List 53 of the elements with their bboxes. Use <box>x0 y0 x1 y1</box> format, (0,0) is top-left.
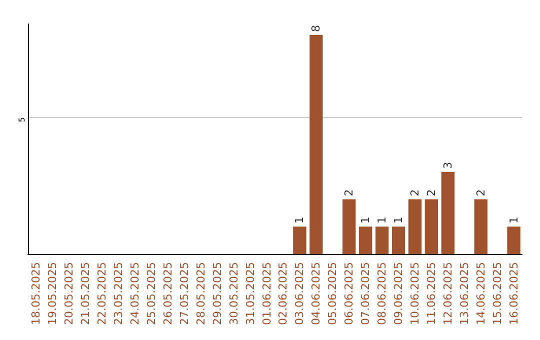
data-label: 8 <box>310 24 323 32</box>
x-tick-label: 11.06.2025 <box>424 262 438 325</box>
bar <box>342 199 356 254</box>
bar <box>408 199 422 254</box>
bar <box>441 172 454 254</box>
x-tick-label: 18.05.2025 <box>30 262 43 325</box>
x-tick-label: 01.06.2025 <box>260 262 274 325</box>
x-tick-label: 09.06.2025 <box>392 262 405 325</box>
bar <box>375 226 389 254</box>
data-label: 3 <box>441 162 454 169</box>
data-label: 2 <box>424 189 438 196</box>
x-tick-label: 02.06.2025 <box>276 262 290 325</box>
x-tick-label: 05.06.2025 <box>326 262 340 325</box>
x-tick-label: 28.05.2025 <box>194 262 208 325</box>
x-tick-label: 20.05.2025 <box>62 262 76 325</box>
x-tick-label: 19.05.2025 <box>46 262 60 325</box>
x-tick-label: 26.05.2025 <box>161 262 174 325</box>
data-label: 1 <box>507 216 520 224</box>
x-tick-label: 15.06.2025 <box>490 262 504 325</box>
x-tick-label: 14.06.2025 <box>474 262 488 325</box>
bar <box>424 199 438 254</box>
x-tick-label: 13.06.2025 <box>458 262 471 325</box>
x-tick-label: 16.06.2025 <box>507 262 520 325</box>
data-label: 1 <box>293 216 306 224</box>
x-tick-label: 12.06.2025 <box>441 262 454 325</box>
data-label: 2 <box>408 189 422 196</box>
x-tick-label: 10.06.2025 <box>408 262 422 325</box>
x-tick-label: 04.06.2025 <box>310 262 323 325</box>
data-label: 1 <box>359 216 372 224</box>
data-label: 1 <box>392 216 405 224</box>
x-tick-label: 03.06.2025 <box>293 262 306 325</box>
x-tick-label: 22.05.2025 <box>96 262 109 325</box>
x-tick-label: 30.05.2025 <box>227 262 240 325</box>
x-tick-label: 07.06.2025 <box>359 262 372 325</box>
bar <box>293 226 306 254</box>
x-tick-label: 21.05.2025 <box>79 262 92 325</box>
bar <box>358 226 372 254</box>
ref-line-label: 5 <box>18 117 26 122</box>
bar <box>310 34 323 254</box>
data-label: 2 <box>342 189 356 196</box>
bar <box>392 226 406 254</box>
x-tick-label: 08.06.2025 <box>376 262 389 325</box>
x-tick-label: 25.05.2025 <box>145 262 158 325</box>
x-tick-label: 29.05.2025 <box>210 262 224 325</box>
x-tick-label: 06.06.2025 <box>342 262 356 325</box>
x-tick-label: 24.05.2025 <box>128 262 142 325</box>
data-label: 2 <box>474 189 488 196</box>
bar <box>507 226 520 254</box>
bar <box>474 199 488 254</box>
x-tick-label: 31.05.2025 <box>244 262 257 325</box>
data-label: 1 <box>376 216 389 224</box>
x-tick-label: 23.05.2025 <box>112 262 126 325</box>
x-tick-label: 27.05.2025 <box>178 262 191 325</box>
